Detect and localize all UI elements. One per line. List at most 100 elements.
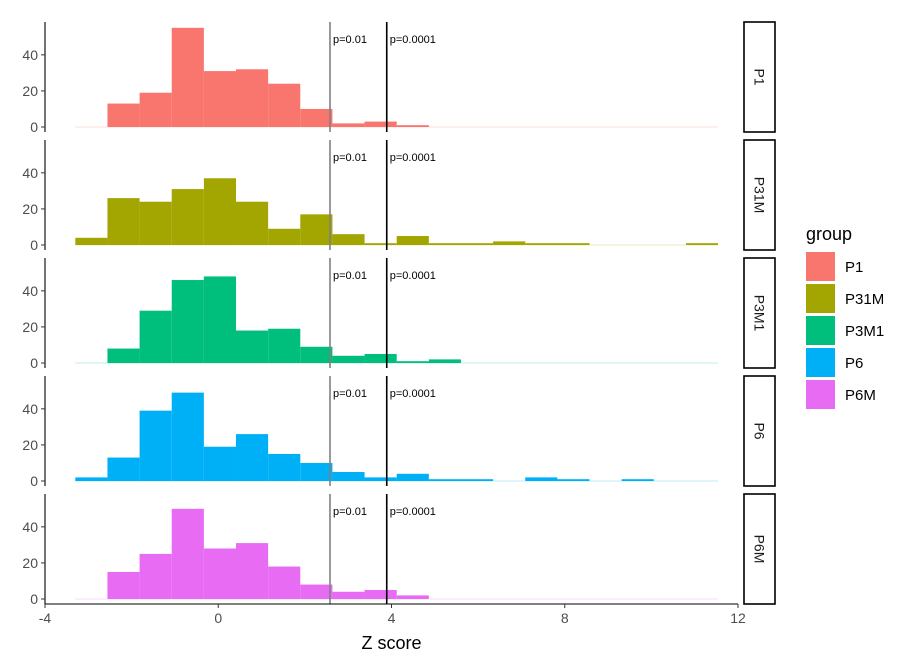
histogram-bar xyxy=(557,479,590,481)
y-tick-label: 0 xyxy=(30,591,38,607)
threshold-label: p=0.0001 xyxy=(390,506,436,518)
histogram-bar xyxy=(428,243,461,245)
histogram-bar xyxy=(493,241,526,245)
histogram-bar xyxy=(236,434,269,481)
histogram-bar xyxy=(139,201,172,245)
legend-swatch xyxy=(806,348,835,377)
histogram-bar xyxy=(268,453,301,481)
histogram-bar xyxy=(139,310,172,363)
histogram-bar xyxy=(171,189,204,245)
legend-swatch xyxy=(806,380,835,409)
histogram-bar xyxy=(300,346,333,363)
histogram-bar xyxy=(460,479,494,481)
y-tick-label: 20 xyxy=(22,83,38,99)
facet-strip xyxy=(743,257,776,369)
legend-swatch xyxy=(806,284,835,313)
histogram-bar xyxy=(396,595,429,599)
histogram-bar xyxy=(236,330,269,363)
y-tick-label: 40 xyxy=(22,401,38,417)
histogram-bar xyxy=(332,355,365,363)
histogram-bar xyxy=(203,71,237,127)
histogram-bar xyxy=(107,103,140,127)
y-tick-label: 0 xyxy=(30,355,38,371)
histogram-bar xyxy=(621,479,654,481)
histogram-bar xyxy=(364,121,397,127)
threshold-label: p=0.0001 xyxy=(390,152,436,164)
y-tick-label: 20 xyxy=(22,201,38,217)
x-tick-label: 4 xyxy=(388,610,396,626)
threshold-label: p=0.01 xyxy=(333,388,367,400)
histogram-bar xyxy=(396,125,429,127)
y-tick-label: 0 xyxy=(30,237,38,253)
histogram-bar xyxy=(396,361,429,363)
histogram-bar xyxy=(332,123,365,127)
y-tick-label: 40 xyxy=(22,47,38,63)
facet-strip-label: P1 xyxy=(752,68,768,85)
histogram-bar xyxy=(332,471,365,481)
threshold-label: p=0.01 xyxy=(333,506,367,518)
legend-swatch xyxy=(806,252,835,281)
histogram-bar xyxy=(75,477,108,481)
y-tick-label: 20 xyxy=(22,437,38,453)
histogram-bar xyxy=(139,92,172,127)
histogram-bar xyxy=(396,473,429,481)
histogram-bar xyxy=(300,462,333,481)
y-tick-label: 40 xyxy=(22,519,38,535)
histogram-bar xyxy=(396,235,429,245)
histogram-bar xyxy=(300,214,333,245)
facet-strip-label: P3M1 xyxy=(752,295,768,332)
histogram-bar xyxy=(203,178,237,245)
legend-label: P3M1 xyxy=(845,323,884,340)
histogram-bar xyxy=(236,201,269,245)
histogram-bar xyxy=(139,553,172,599)
histogram-bar xyxy=(203,276,237,363)
y-tick-label: 20 xyxy=(22,555,38,571)
histogram-bar xyxy=(364,477,397,481)
histogram-bar xyxy=(460,243,494,245)
x-axis-title: Z score xyxy=(361,633,421,653)
histogram-bar xyxy=(364,589,397,599)
legend-label: P1 xyxy=(845,259,863,276)
histogram-bar xyxy=(139,410,172,481)
legend-label: P6M xyxy=(845,387,876,404)
facet-strip xyxy=(743,375,776,487)
histogram-bar xyxy=(75,237,108,245)
threshold-label: p=0.01 xyxy=(333,152,367,164)
legend-label: P31M xyxy=(845,291,884,308)
legend-label: P6 xyxy=(845,355,863,372)
y-tick-label: 0 xyxy=(30,119,38,135)
histogram-bar xyxy=(268,328,301,363)
histogram-bar xyxy=(364,353,397,363)
histogram-bar xyxy=(107,571,140,599)
histogram-bar xyxy=(171,508,204,599)
histogram-bar xyxy=(364,243,397,245)
histogram-bar xyxy=(107,457,140,481)
x-tick-label: -4 xyxy=(39,610,52,626)
histogram-bar xyxy=(332,234,365,245)
facet-strip xyxy=(743,493,776,605)
facet-strip-label: P31M xyxy=(752,177,768,214)
histogram-bar xyxy=(236,543,269,599)
histogram-bar xyxy=(107,198,140,245)
legend-title: group xyxy=(806,224,852,244)
histogram-bar xyxy=(268,566,301,599)
y-tick-label: 40 xyxy=(22,283,38,299)
histogram-bar xyxy=(203,446,237,481)
facet-strip xyxy=(743,21,776,133)
threshold-label: p=0.01 xyxy=(333,34,367,46)
histogram-bar xyxy=(171,27,204,127)
histogram-bar xyxy=(525,477,558,481)
histogram-bar xyxy=(428,479,461,481)
histogram-bar xyxy=(107,348,140,363)
facet-strip-label: P6M xyxy=(752,535,768,564)
histogram-bar xyxy=(557,243,590,245)
histogram-bar xyxy=(525,243,558,245)
histogram-bar xyxy=(268,228,301,245)
histogram-bar xyxy=(332,591,365,599)
y-tick-label: 40 xyxy=(22,165,38,181)
legend-swatch xyxy=(806,316,835,345)
histogram-bar xyxy=(428,359,461,363)
y-tick-label: 20 xyxy=(22,319,38,335)
